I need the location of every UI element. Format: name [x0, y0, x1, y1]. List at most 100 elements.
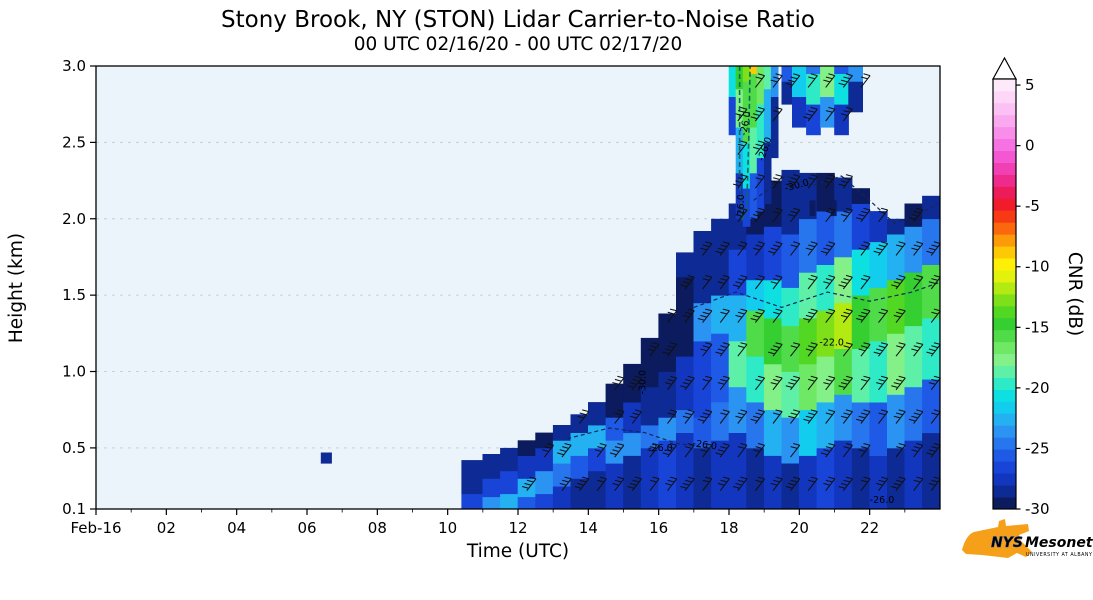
chart-title: Stony Brook, NY (STON) Lidar Carrier-to-… — [221, 7, 815, 33]
heat-cell — [749, 127, 758, 174]
colorbar-band — [993, 90, 1016, 104]
colorbar-band — [993, 234, 1016, 247]
colorbar-frame — [992, 78, 1017, 510]
colorbar-label: CNR (dB) — [1064, 252, 1085, 336]
colorbar-band — [993, 377, 1016, 390]
colorbar-band — [993, 294, 1016, 307]
heat-cell — [756, 104, 765, 159]
heat-cell — [816, 447, 835, 510]
colorbar-tick-label: -15 — [1025, 318, 1050, 336]
heat-cell — [763, 279, 783, 319]
heat-cell — [806, 66, 821, 74]
heat-cell — [746, 356, 765, 403]
heat-cell — [500, 493, 519, 510]
heat-cell — [746, 279, 765, 311]
heat-cell — [851, 348, 870, 403]
y-axis-tick-label: 2.5 — [62, 133, 86, 151]
heat-cell — [756, 157, 765, 212]
heat-cell — [640, 447, 659, 510]
colorbar-band — [993, 222, 1016, 235]
heat-cell — [461, 460, 484, 495]
heat-cell — [552, 425, 572, 441]
colorbar-tick-label: -20 — [1025, 379, 1050, 397]
heat-cell — [816, 264, 835, 311]
colorbar-band — [993, 437, 1016, 450]
contour-label: -26.0 — [738, 111, 753, 137]
colorbar-tick-label: -30 — [1025, 500, 1050, 518]
colorbar-band — [993, 126, 1016, 140]
heat-cell — [799, 409, 818, 456]
heat-cell — [728, 295, 747, 342]
x-axis-tick-label: 06 — [297, 519, 316, 537]
x-axis-tick-label: 22 — [860, 519, 879, 537]
heat-cell — [904, 440, 923, 510]
x-axis-tick-label: 12 — [508, 519, 527, 537]
heat-cell — [461, 493, 484, 510]
heat-cell — [749, 172, 758, 220]
heat-cell — [851, 402, 870, 449]
heat-cell — [763, 318, 783, 365]
heat-cell — [834, 440, 853, 510]
heat-cell — [735, 172, 744, 220]
heat-cell — [763, 88, 772, 143]
heat-cell — [749, 66, 758, 74]
x-axis-tick-label: 04 — [227, 519, 246, 537]
heat-cell — [799, 455, 818, 510]
heat-cell — [834, 256, 853, 304]
heat-cell — [781, 234, 800, 288]
heat-cell — [781, 66, 793, 82]
heat-cell — [711, 295, 730, 334]
heat-cell — [535, 470, 554, 495]
colorbar-band — [993, 341, 1016, 355]
y-axis-tick-label: 1.5 — [62, 286, 86, 304]
colorbar-band — [993, 473, 1016, 486]
heat-cell — [792, 66, 807, 97]
heat-cell — [816, 402, 835, 449]
heat-cell — [742, 188, 751, 227]
x-axis-tick-label: 18 — [719, 519, 738, 537]
heat-cell — [658, 371, 677, 418]
colorbar-band — [993, 210, 1016, 223]
heat-cell — [922, 264, 941, 319]
heat-cell — [904, 226, 923, 273]
heat-cell — [763, 409, 783, 456]
heat-cell — [904, 325, 923, 388]
heat-cell — [728, 66, 737, 97]
heat-cell — [809, 200, 816, 217]
heat-cell — [816, 310, 835, 357]
heat-cell — [570, 414, 589, 433]
heat-cell — [851, 188, 870, 204]
heat-cell — [746, 447, 765, 510]
heat-cell — [834, 394, 853, 441]
x-axis-tick-label: Feb-16 — [70, 519, 121, 537]
heat-cell — [770, 96, 779, 159]
heat-cell — [711, 402, 730, 441]
heat-cell — [658, 440, 677, 510]
heat-cell — [851, 447, 870, 510]
heat-cell — [742, 66, 751, 82]
heat-cell — [728, 341, 747, 388]
heat-cell — [746, 310, 765, 357]
colorbar-tick-label: -25 — [1025, 439, 1050, 457]
heat-cell — [834, 104, 849, 136]
colorbar-band — [993, 425, 1016, 438]
x-axis-tick-label: 16 — [649, 519, 668, 537]
heat-cell — [570, 455, 589, 479]
heat-cell — [605, 440, 624, 464]
heat-cell — [763, 142, 772, 204]
heat-cell — [830, 200, 837, 217]
heat-cell — [676, 276, 695, 357]
contour-label: -26.0 — [648, 443, 673, 454]
heat-cell — [746, 402, 765, 449]
heat-cell — [799, 218, 818, 273]
heat-cell — [763, 455, 783, 510]
colorbar-band — [993, 389, 1016, 402]
heat-cell — [711, 440, 730, 510]
heat-cell — [781, 371, 800, 418]
y-axis-tick-label: 2.0 — [62, 210, 86, 228]
heat-cell — [693, 231, 712, 304]
heat-cell — [820, 96, 835, 128]
heat-cell — [763, 66, 772, 90]
